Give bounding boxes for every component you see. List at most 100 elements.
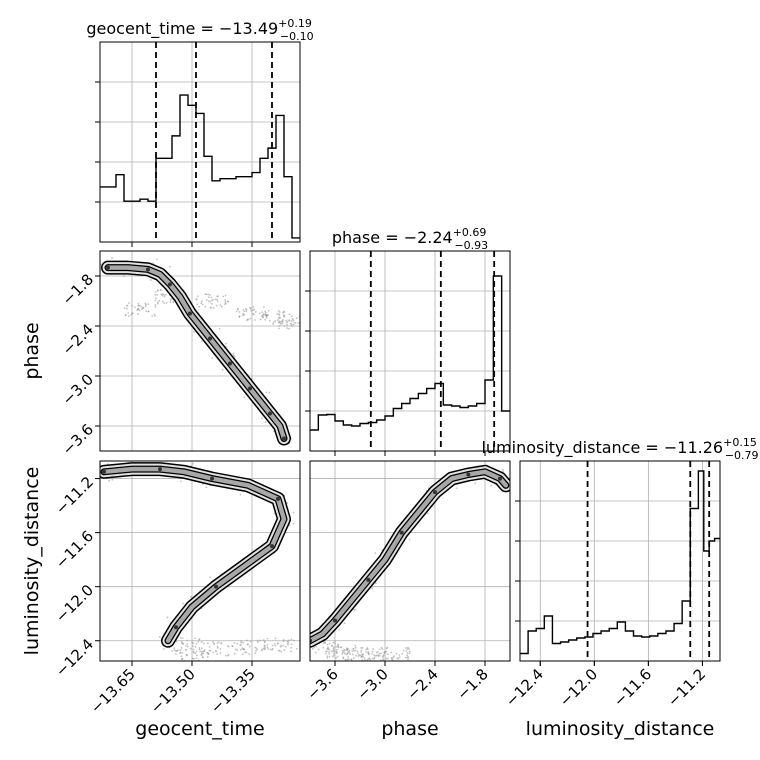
scatter-point: [201, 654, 203, 657]
scatter-point: [158, 300, 161, 302]
x-tick-label: −3.6: [303, 665, 341, 703]
scatter-point: [386, 653, 389, 656]
scatter-point: [219, 652, 222, 655]
scatter-point: [162, 648, 165, 650]
scatter-point: [276, 312, 279, 315]
scatter-point: [344, 658, 347, 661]
scatter-point: [264, 421, 267, 424]
scatter-point: [373, 662, 375, 664]
scatter-point: [327, 651, 330, 653]
scatter-point: [328, 652, 331, 655]
panel-title-luminosity_distance: luminosity_distance = −11.26+0.15 −0.79: [481, 436, 758, 462]
scatter-point: [405, 656, 407, 659]
scatter-point: [126, 307, 129, 310]
density-peak: [188, 311, 192, 316]
scatter-point: [282, 314, 285, 316]
scatter-point: [245, 319, 248, 322]
scatter-point: [371, 587, 374, 590]
scatter-point: [300, 314, 302, 316]
scatter-point: [161, 300, 164, 303]
scatter-point: [262, 639, 265, 641]
hist-panel-luminosity_distance: luminosity_distance = −11.26+0.15 −0.79: [481, 436, 759, 666]
scatter-point: [353, 650, 355, 652]
scatter-point: [147, 303, 150, 306]
scatter-point: [216, 645, 219, 648]
scatter-point: [220, 641, 223, 644]
scatter-point: [272, 323, 275, 325]
scatter-point: [226, 645, 229, 647]
scatter-point: [166, 458, 168, 460]
scatter-point: [203, 650, 206, 653]
y-tick-label: −12.4: [52, 635, 97, 680]
scatter-point: [198, 638, 201, 641]
scatter-point: [181, 642, 184, 645]
scatter-point: [365, 648, 368, 651]
density-peak: [158, 467, 162, 472]
y-tick-label: −1.8: [59, 270, 97, 308]
scatter-point: [205, 486, 208, 489]
scatter-point: [196, 303, 198, 306]
scatter-point: [272, 321, 275, 324]
scatter-point: [288, 639, 290, 642]
scatter-point: [245, 307, 247, 310]
scatter-point: [224, 303, 226, 306]
scatter-point: [342, 656, 345, 659]
scatter-point: [205, 293, 208, 296]
scatter-point: [285, 321, 288, 324]
panel-frame: [99, 250, 301, 452]
scatter-point: [303, 642, 305, 644]
scatter-point: [147, 310, 150, 313]
scatter-point: [216, 300, 219, 302]
scatter-point: [264, 310, 267, 313]
scatter-point: [159, 288, 162, 291]
scatter-point: [265, 391, 268, 394]
hist-panel-phase: phase = −2.24+0.69 −0.93: [305, 226, 511, 456]
scatter-point: [346, 648, 349, 651]
scatter-point: [280, 650, 283, 653]
scatter-point: [277, 309, 280, 312]
scatter-point: [278, 314, 281, 317]
scatter-point: [137, 313, 139, 315]
x-tick-label: −12.4: [502, 665, 547, 710]
scatter-point: [342, 650, 345, 653]
scatter-point: [390, 662, 392, 664]
scatter-point: [327, 646, 329, 649]
scatter-point: [350, 658, 353, 661]
scatter-point: [195, 298, 198, 301]
scatter-point: [211, 302, 213, 305]
scatter-point: [289, 322, 292, 325]
y-tick-label: −12.0: [52, 581, 97, 626]
scatter-point: [286, 324, 289, 326]
scatter-point: [361, 653, 364, 656]
scatter-point: [124, 314, 127, 317]
scatter-point: [155, 297, 157, 300]
histogram-line: [100, 94, 300, 239]
scatter-point: [138, 309, 141, 312]
scatter-point: [149, 279, 152, 281]
scatter-point: [370, 662, 372, 664]
scatter-point: [332, 655, 334, 658]
scatter-point: [261, 417, 263, 420]
scatter-point: [327, 648, 329, 651]
scatter-point: [179, 651, 182, 654]
scatter-point: [236, 642, 239, 645]
scatter-point: [192, 642, 195, 645]
scatter-point: [186, 643, 189, 645]
scatter-point: [406, 654, 409, 657]
scatter-point: [331, 644, 333, 647]
scatter-point: [334, 642, 337, 645]
scatter-point: [277, 321, 280, 324]
scatter-point: [373, 654, 376, 657]
scatter-point: [346, 658, 349, 661]
scatter-point: [381, 648, 384, 650]
density-peak: [399, 530, 404, 535]
scatter-point: [347, 655, 350, 658]
scatter-point: [214, 650, 217, 653]
scatter-point: [290, 646, 293, 649]
scatter-point: [239, 644, 241, 646]
scatter-point: [175, 649, 177, 652]
scatter-point: [279, 321, 281, 324]
density-peak: [248, 386, 252, 391]
scatter-point: [295, 647, 298, 650]
